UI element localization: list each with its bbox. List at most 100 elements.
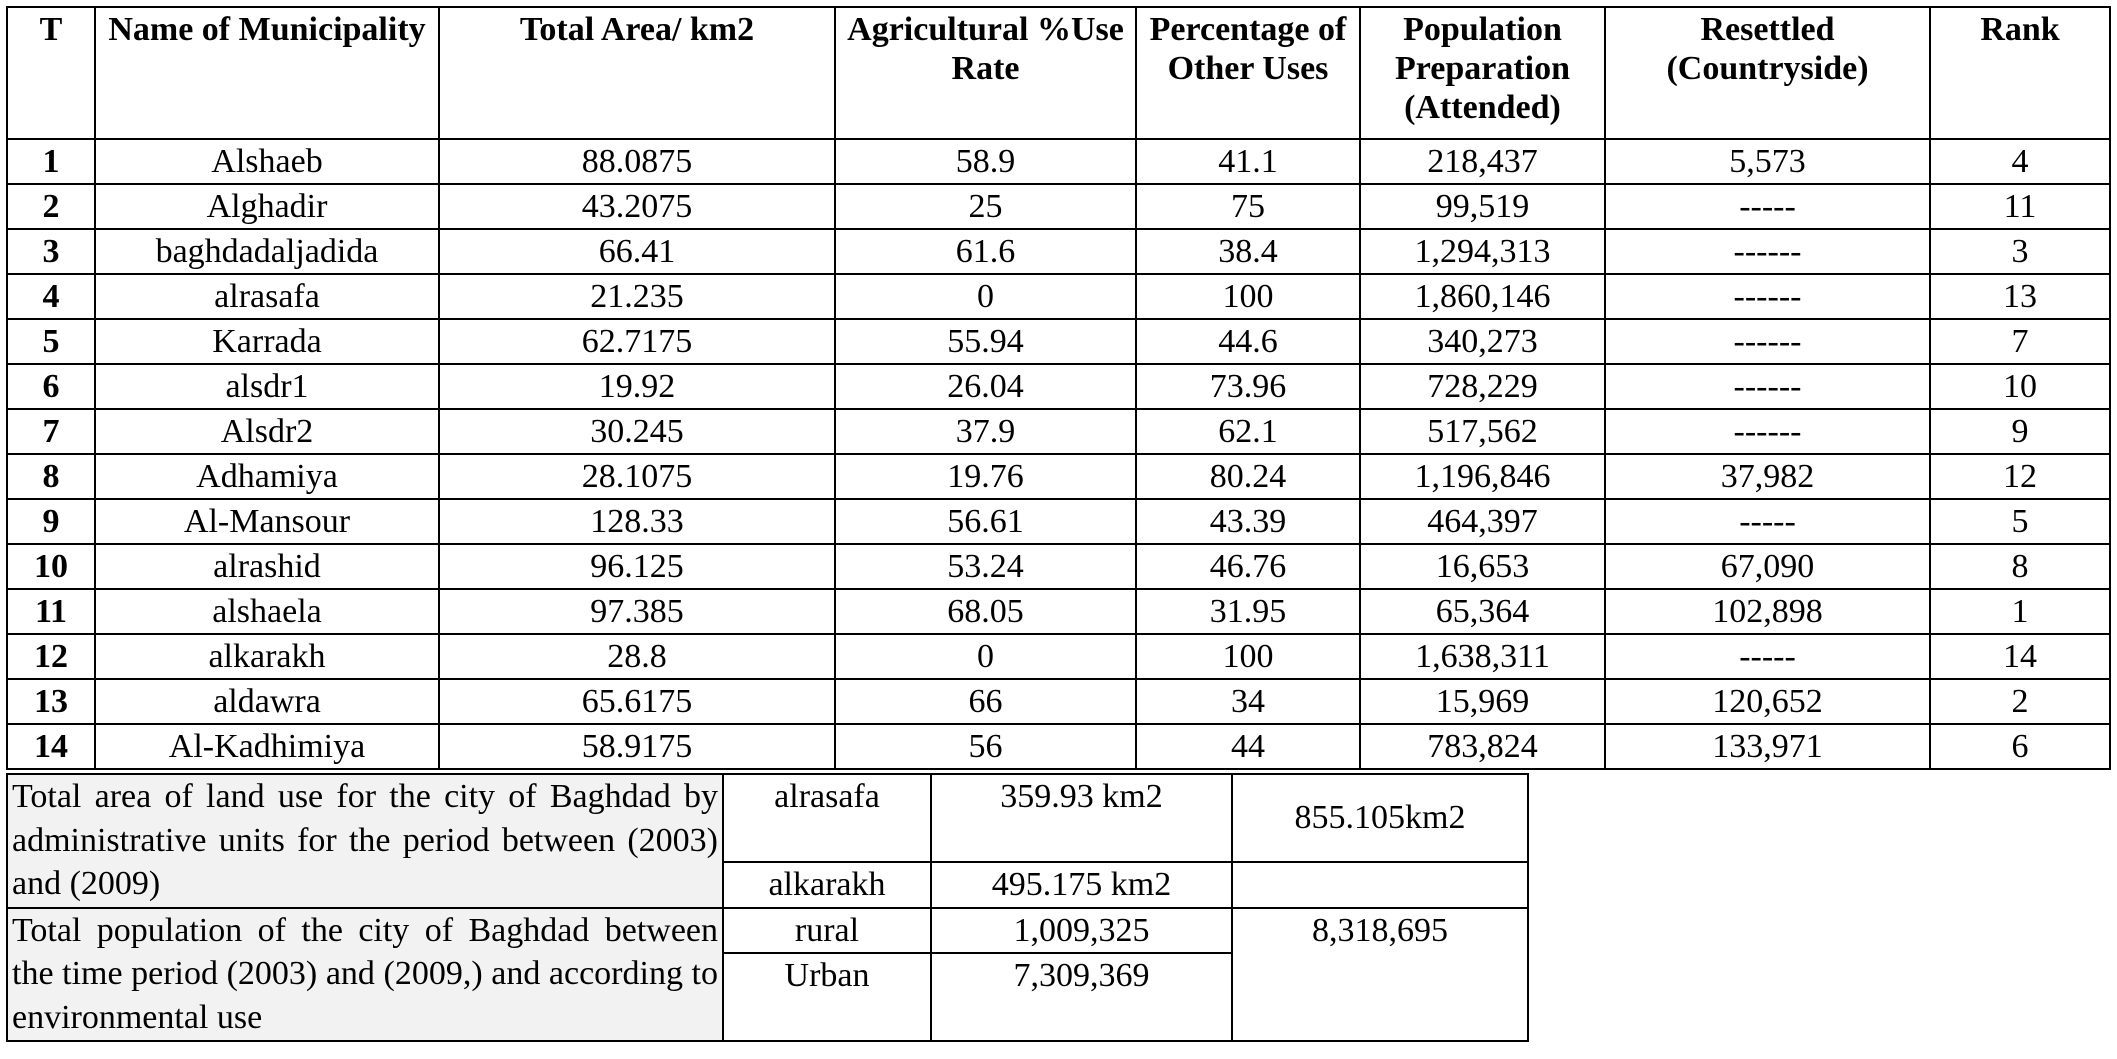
rank: 1 — [1929, 588, 2111, 635]
population: 340,273 — [1359, 318, 1606, 365]
other-uses: 41.1 — [1135, 138, 1361, 185]
total-area: 58.9175 — [438, 723, 836, 770]
total-area: 88.0875 — [438, 138, 836, 185]
table-row: 12 alkarakh 28.8 0 100 1,638,311 ----- 1… — [6, 633, 2111, 680]
population: 16,653 — [1359, 543, 1606, 590]
other-uses: 73.96 — [1135, 363, 1361, 410]
population-label-rural: rural — [722, 906, 932, 955]
other-uses: 100 — [1135, 633, 1361, 680]
table-row: 7 Alsdr2 30.245 37.9 62.1 517,562 ------… — [6, 408, 2111, 455]
agricultural-rate: 55.94 — [834, 318, 1137, 365]
total-area: 128.33 — [438, 498, 836, 545]
total-area: 66.41 — [438, 228, 836, 275]
table-row: 8 Adhamiya 28.1075 19.76 80.24 1,196,846… — [6, 453, 2111, 500]
population: 1,196,846 — [1359, 453, 1606, 500]
summary-table: Total area of land use for the city of B… — [6, 773, 1529, 1043]
area-summary-row: alkarakh 495.175 km2 — [7, 861, 1529, 909]
area-summary-description: Total area of land use for the city of B… — [6, 773, 724, 909]
row-number: 5 — [6, 318, 96, 365]
total-area: 30.245 — [438, 408, 836, 455]
population: 728,229 — [1359, 363, 1606, 410]
row-number: 13 — [6, 678, 96, 725]
area-summary-row: Total area of land use for the city of B… — [6, 773, 1529, 909]
rank: 3 — [1929, 228, 2111, 275]
municipality-name: alshaela — [94, 588, 440, 635]
resettled: 67,090 — [1604, 543, 1931, 590]
municipality-name: Al-Kadhimiya — [94, 723, 440, 770]
population-value-rural: 1,009,325 — [930, 906, 1233, 955]
rank: 4 — [1929, 138, 2111, 185]
table-row: 11 alshaela 97.385 68.05 31.95 65,364 10… — [6, 588, 2111, 635]
municipality-name: Karrada — [94, 318, 440, 365]
population: 1,294,313 — [1359, 228, 1606, 275]
row-number: 6 — [6, 363, 96, 410]
area-label-alrasafa: alrasafa — [722, 773, 932, 863]
population: 65,364 — [1359, 588, 1606, 635]
resettled: ----- — [1604, 498, 1931, 545]
municipality-name: Alghadir — [94, 183, 440, 230]
population: 218,437 — [1359, 138, 1606, 185]
table-body: 1 Alshaeb 88.0875 58.9 41.1 218,437 5,57… — [6, 138, 2111, 770]
header-other-uses-percentage: Percentage of Other Uses — [1135, 6, 1361, 140]
municipality-name: alkarakh — [94, 633, 440, 680]
rank: 12 — [1929, 453, 2111, 500]
area-total: 855.105km2 — [1231, 773, 1529, 863]
agricultural-rate: 53.24 — [834, 543, 1137, 590]
population: 99,519 — [1359, 183, 1606, 230]
total-area: 21.235 — [438, 273, 836, 320]
row-number: 14 — [6, 723, 96, 770]
resettled: ------ — [1604, 228, 1931, 275]
rank: 10 — [1929, 363, 2111, 410]
header-t: T — [6, 6, 96, 140]
rank: 11 — [1929, 183, 2111, 230]
resettled: ----- — [1604, 183, 1931, 230]
resettled: ------ — [1604, 408, 1931, 455]
municipality-name: Adhamiya — [94, 453, 440, 500]
rank: 6 — [1929, 723, 2111, 770]
resettled: 37,982 — [1604, 453, 1931, 500]
other-uses: 62.1 — [1135, 408, 1361, 455]
resettled: ------ — [1604, 273, 1931, 320]
table-row: 3 baghdadaljadida 66.41 61.6 38.4 1,294,… — [6, 228, 2111, 275]
header-agricultural-use-rate: Agricultural %Use Rate — [834, 6, 1137, 140]
table-row: 13 aldawra 65.6175 66 34 15,969 120,652 … — [6, 678, 2111, 725]
rank: 2 — [1929, 678, 2111, 725]
table-row: 2 Alghadir 43.2075 25 75 99,519 ----- 11 — [6, 183, 2111, 230]
total-area: 28.1075 — [438, 453, 836, 500]
row-number: 7 — [6, 408, 96, 455]
agricultural-rate: 58.9 — [834, 138, 1137, 185]
agricultural-rate: 0 — [834, 273, 1137, 320]
table-row: 9 Al-Mansour 128.33 56.61 43.39 464,397 … — [6, 498, 2111, 545]
other-uses: 43.39 — [1135, 498, 1361, 545]
table-row: 1 Alshaeb 88.0875 58.9 41.1 218,437 5,57… — [6, 138, 2111, 185]
table-row: 6 alsdr1 19.92 26.04 73.96 728,229 -----… — [6, 363, 2111, 410]
resettled: 5,573 — [1604, 138, 1931, 185]
header-total-area: Total Area/ km2 — [438, 6, 836, 140]
municipality-name: alrashid — [94, 543, 440, 590]
municipality-name: alsdr1 — [94, 363, 440, 410]
total-area: 28.8 — [438, 633, 836, 680]
population-summary-row: Urban 7,309,369 — [7, 952, 1528, 1043]
total-area: 19.92 — [438, 363, 836, 410]
table-row: 4 alrasafa 21.235 0 100 1,860,146 ------… — [6, 273, 2111, 320]
other-uses: 46.76 — [1135, 543, 1361, 590]
agricultural-rate: 25 — [834, 183, 1137, 230]
rank: 9 — [1929, 408, 2111, 455]
resettled: 133,971 — [1604, 723, 1931, 770]
agricultural-rate: 19.76 — [834, 453, 1137, 500]
population: 15,969 — [1359, 678, 1606, 725]
population: 1,860,146 — [1359, 273, 1606, 320]
population-summary-description: Total population of the city of Baghdad … — [6, 906, 724, 1043]
population: 783,824 — [1359, 723, 1606, 770]
population: 1,638,311 — [1359, 633, 1606, 680]
other-uses: 31.95 — [1135, 588, 1361, 635]
rank: 5 — [1929, 498, 2111, 545]
row-number: 8 — [6, 453, 96, 500]
other-uses: 44 — [1135, 723, 1361, 770]
municipality-name: Alshaeb — [94, 138, 440, 185]
header-rank: Rank — [1929, 6, 2111, 140]
area-total-empty-cell — [1231, 861, 1529, 909]
other-uses: 38.4 — [1135, 228, 1361, 275]
row-number: 9 — [6, 498, 96, 545]
population-total: 8,318,695 — [1231, 906, 1529, 1043]
